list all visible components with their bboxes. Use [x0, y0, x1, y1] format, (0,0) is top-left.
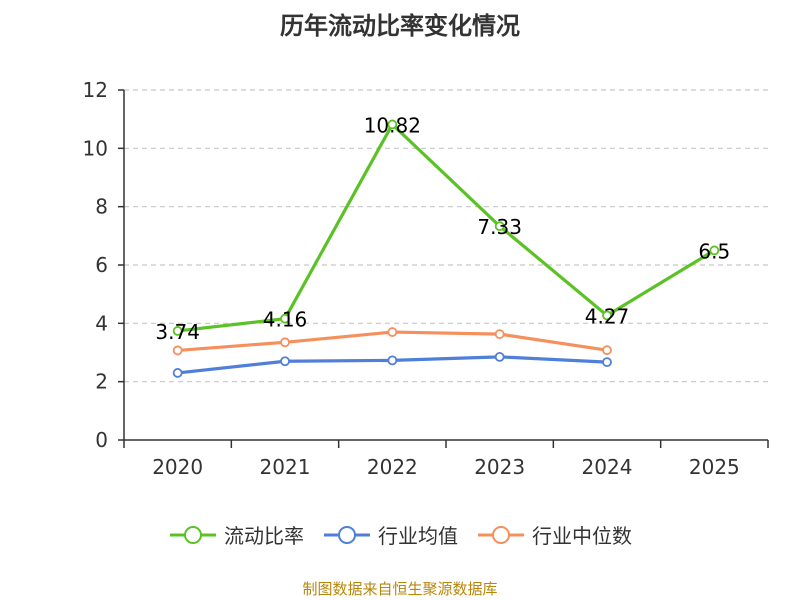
data-point — [387, 119, 398, 130]
legend-circle — [492, 525, 510, 544]
legend-marker-icon — [478, 525, 524, 544]
legend: 流动比率 行业均值 行业中位数 — [0, 520, 800, 549]
y-tick-label: 6 — [95, 253, 108, 277]
axes: 0 2 4 6 8 10 12 2020 2021 2022 2023 2024 2025 — [83, 78, 769, 479]
data-point — [494, 329, 505, 340]
legend-item[interactable]: 行业中位数 — [476, 520, 632, 549]
legend-label: 流动比率 — [224, 524, 304, 548]
x-tick-label: 2022 — [367, 455, 418, 479]
data-point — [494, 221, 505, 232]
data-label: 7.33 — [477, 215, 522, 239]
y-tick-label: 10 — [83, 136, 108, 160]
data-point — [172, 326, 183, 336]
legend-label: 行业中位数 — [532, 524, 632, 548]
legend-marker-icon — [324, 525, 370, 544]
x-tick-label: 2024 — [582, 455, 633, 479]
x-tick-label: 2023 — [474, 455, 525, 479]
y-tick-label: 4 — [95, 311, 108, 335]
y-tick-label: 12 — [83, 78, 108, 102]
data-label: 10.82 — [364, 113, 421, 137]
data-point — [709, 245, 720, 256]
x-tick-label: 2025 — [689, 455, 740, 479]
data-labels: 3.74 4.16 10.82 7.33 4.27 6.5 — [155, 113, 730, 343]
series-lines — [172, 119, 720, 378]
legend-item[interactable]: 行业均值 — [322, 520, 458, 549]
data-label: 6.5 — [698, 239, 730, 263]
data-label: 4.27 — [585, 304, 630, 328]
data-point — [602, 357, 612, 368]
y-tick-label: 8 — [95, 195, 108, 219]
data-point — [387, 327, 398, 337]
data-point — [280, 337, 290, 348]
y-tick-label: 0 — [95, 428, 108, 452]
y-tick-label: 2 — [95, 370, 108, 394]
legend-circle — [338, 525, 356, 544]
data-point — [280, 356, 290, 367]
data-label: 4.16 — [263, 308, 308, 332]
data-point — [280, 313, 290, 324]
grid-lines — [124, 89, 768, 383]
source-note: 制图数据来自恒生聚源数据库 — [302, 580, 498, 598]
x-tick-label: 2021 — [260, 455, 311, 479]
legend-item[interactable]: 流动比率 — [168, 520, 304, 549]
legend-circle — [184, 525, 202, 544]
data-point — [172, 368, 183, 378]
legend-label: 行业均值 — [378, 524, 458, 548]
data-label: 3.74 — [155, 320, 200, 344]
data-point — [494, 351, 505, 362]
data-point — [387, 355, 398, 366]
data-point — [602, 310, 612, 321]
data-point — [602, 345, 612, 356]
x-tick-label: 2020 — [152, 455, 203, 479]
legend-marker-icon — [170, 525, 216, 544]
data-point — [172, 345, 183, 356]
chart-title: 历年流动比率变化情况 — [280, 12, 520, 40]
series-line — [177, 122, 716, 333]
